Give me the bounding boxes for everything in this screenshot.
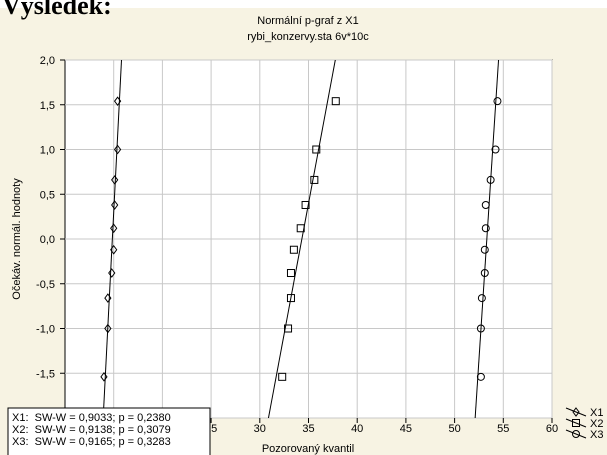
data-point xyxy=(312,145,321,154)
data-point xyxy=(480,245,489,254)
data-point xyxy=(104,323,112,334)
legend-label: X2 xyxy=(590,418,603,430)
fit-line xyxy=(267,60,336,418)
stats-text: X2: SW-W = 0,9138; p = 0,3079 xyxy=(12,424,171,436)
x-tick-label: 35 xyxy=(302,423,314,435)
data-point xyxy=(301,200,310,209)
y-tick-label: 0,0 xyxy=(40,234,55,246)
legend-line xyxy=(565,407,587,417)
data-point xyxy=(331,97,340,106)
legend-symbol xyxy=(572,430,580,438)
data-point xyxy=(284,324,293,333)
stats-text: X1: SW-W = 0,9033; p = 0,2380 xyxy=(12,412,171,424)
fit-line xyxy=(474,60,500,418)
data-point xyxy=(289,245,298,254)
heading: Výsledek: xyxy=(2,0,112,20)
y-tick-label: 2,0 xyxy=(40,55,55,67)
data-point xyxy=(110,244,118,255)
x-tick-label: 30 xyxy=(254,423,266,435)
legend-symbol xyxy=(572,407,580,417)
data-point xyxy=(286,269,295,278)
x-tick-label: 50 xyxy=(448,423,460,435)
data-point xyxy=(296,224,305,233)
x-tick-label: 45 xyxy=(400,423,412,435)
data-point xyxy=(113,144,122,155)
data-point xyxy=(108,268,116,278)
data-point xyxy=(477,294,486,303)
y-tick-label: -1,5 xyxy=(36,368,55,380)
data-point xyxy=(481,200,490,209)
data-point xyxy=(104,293,112,303)
data-point xyxy=(111,200,119,210)
data-point xyxy=(476,372,485,381)
data-point xyxy=(286,294,295,303)
data-point xyxy=(100,371,108,382)
chart-title: Normální p-graf z X1 xyxy=(257,15,358,27)
x-tick-label: 40 xyxy=(351,423,363,435)
data-point xyxy=(476,324,485,333)
data-point xyxy=(493,97,502,106)
x-axis-label: Pozorovaný kvantil xyxy=(262,443,354,455)
stats-box xyxy=(7,407,211,455)
legend-symbol xyxy=(572,419,580,427)
y-axis-label: Očekáv. normál. hodnoty xyxy=(11,178,23,300)
data-point xyxy=(480,269,489,278)
data-point xyxy=(110,223,118,234)
data-point xyxy=(113,96,122,107)
fit-line xyxy=(102,60,123,418)
y-tick-label: 1,0 xyxy=(40,145,55,157)
data-point xyxy=(486,175,495,184)
data-point xyxy=(278,372,287,381)
chart-subtitle: rybi_konzervy.sta 6v*10c xyxy=(247,31,369,43)
y-tick-label: 0,5 xyxy=(40,189,55,201)
data-point xyxy=(310,175,319,184)
y-tick-label: -0,5 xyxy=(36,279,55,291)
x-tick-label: 60 xyxy=(546,423,558,435)
data-point xyxy=(491,145,500,154)
y-tick-label: 1,5 xyxy=(40,100,55,112)
legend-line xyxy=(565,429,587,439)
legend-label: X1 xyxy=(590,407,603,419)
y-tick-label: -1,0 xyxy=(36,324,55,336)
x-tick-label: 55 xyxy=(497,423,509,435)
legend-label: X3 xyxy=(590,429,603,441)
legend-line xyxy=(565,418,587,428)
data-point xyxy=(481,224,490,233)
data-point xyxy=(111,175,119,185)
stats-text: X3: SW-W = 0,9165; p = 0,3283 xyxy=(12,436,171,448)
